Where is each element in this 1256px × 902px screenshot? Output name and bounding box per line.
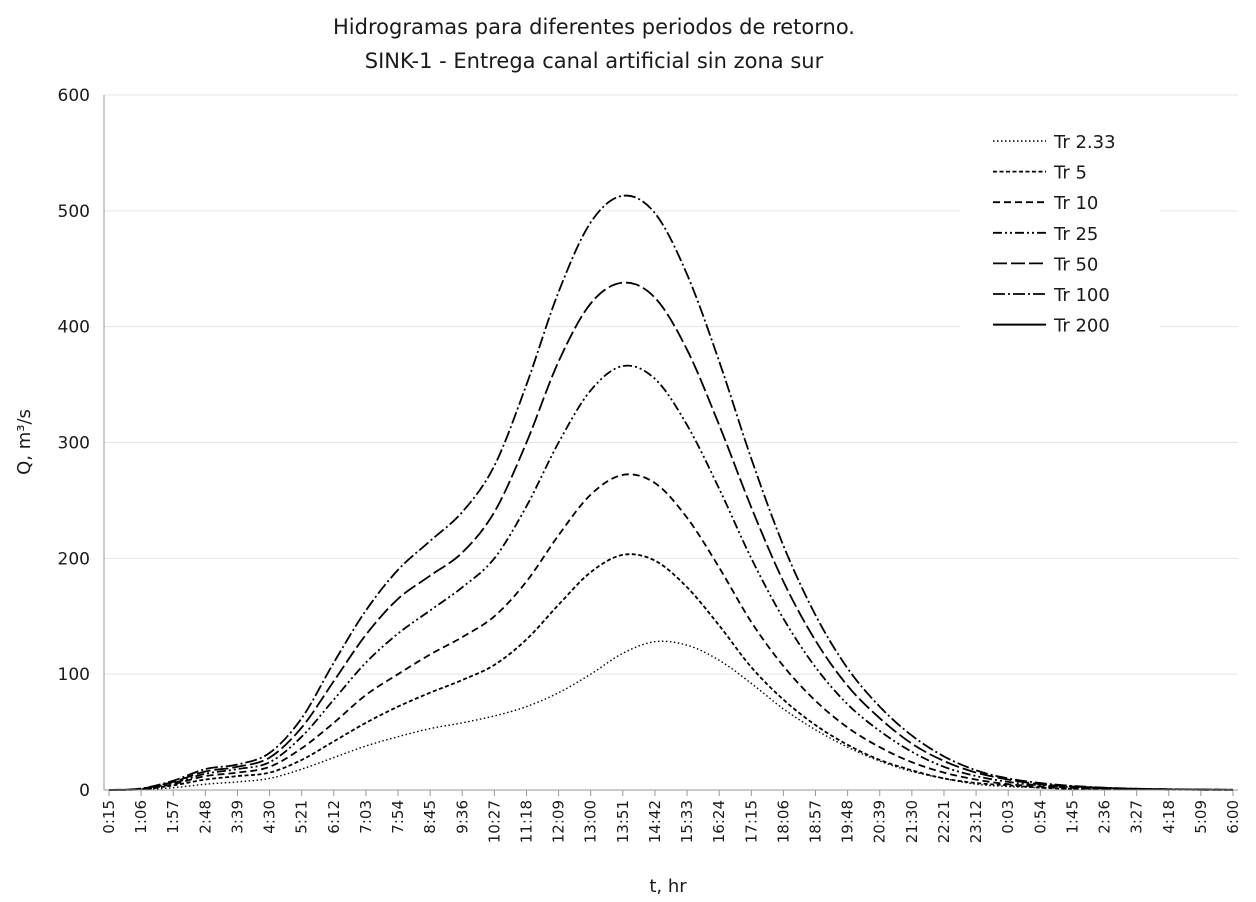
legend-label: Tr 5 bbox=[1053, 163, 1087, 184]
series-line-tr-5 bbox=[108, 553, 1234, 791]
y-tick-label: 200 bbox=[58, 549, 90, 569]
x-tick-label: 6:12 bbox=[325, 800, 343, 834]
gridlines bbox=[104, 94, 1238, 675]
series-line-tr-25 bbox=[108, 364, 1234, 791]
x-tick-label: 16:24 bbox=[710, 800, 728, 843]
y-tick-label: 500 bbox=[58, 202, 90, 222]
x-tick-label: 1:45 bbox=[1063, 800, 1081, 834]
x-tick-label: 0:03 bbox=[999, 800, 1017, 834]
x-tick-label: 0:54 bbox=[1031, 800, 1049, 834]
series-line-tr-2-33 bbox=[108, 640, 1233, 791]
x-tick-label: 21:30 bbox=[903, 800, 921, 843]
x-tick-label: 1:06 bbox=[132, 800, 150, 834]
x-tick-label: 7:03 bbox=[357, 800, 375, 834]
series-lines bbox=[108, 194, 1234, 791]
x-tick-label: 22:21 bbox=[935, 800, 953, 843]
legend-label: Tr 10 bbox=[1053, 193, 1098, 214]
y-tick-label: 400 bbox=[58, 318, 90, 338]
y-tick-label: 0 bbox=[79, 781, 90, 801]
x-tick-label: 20:39 bbox=[871, 800, 889, 843]
y-axis-ticks: 0 100 200 300 400 500 600 bbox=[58, 86, 90, 801]
x-tick-label: 23:12 bbox=[967, 800, 985, 843]
x-tick-label: 9:36 bbox=[453, 800, 471, 834]
x-tick-label: 17:15 bbox=[742, 800, 760, 843]
series-line-tr-100 bbox=[108, 194, 1234, 791]
legend-label: Tr 100 bbox=[1053, 285, 1110, 306]
x-tick-label: 2:36 bbox=[1096, 800, 1114, 834]
chart-subtitle: SINK-1 - Entrega canal artificial sin zo… bbox=[365, 49, 824, 73]
x-tick-label: 18:06 bbox=[774, 800, 792, 843]
x-tick-label: 3:39 bbox=[228, 800, 246, 834]
chart-title: Hidrogramas para diferentes periodos de … bbox=[333, 15, 855, 39]
series-line-tr-50 bbox=[108, 281, 1234, 791]
x-tick-label: 15:33 bbox=[678, 800, 696, 843]
x-tick-label: 14:42 bbox=[646, 800, 664, 843]
legend-label: Tr 25 bbox=[1053, 224, 1098, 245]
x-tick-label: 4:30 bbox=[261, 800, 279, 834]
y-axis-label: Q, m³/s bbox=[14, 409, 35, 475]
x-axis-label: t, hr bbox=[649, 876, 687, 897]
legend-label: Tr 50 bbox=[1053, 254, 1098, 275]
x-tick-label: 5:21 bbox=[293, 800, 311, 834]
x-tick-label: 1:57 bbox=[164, 800, 182, 834]
y-tick-label: 600 bbox=[58, 86, 90, 106]
legend-label: Tr 2.33 bbox=[1053, 132, 1116, 153]
x-tick-label: 11:18 bbox=[517, 800, 535, 843]
x-axis-ticks: 0:15 1:06 1:57 2:48 3:39 4:30 5:21 6:12 7:03 7:54… bbox=[100, 790, 1242, 843]
x-tick-label: 12:09 bbox=[550, 800, 568, 843]
x-tick-label: 5:09 bbox=[1192, 800, 1210, 834]
x-tick-label: 4:18 bbox=[1160, 800, 1178, 834]
legend-label: Tr 200 bbox=[1053, 316, 1110, 337]
x-tick-label: 18:57 bbox=[807, 800, 825, 843]
x-tick-label: 8:45 bbox=[421, 800, 439, 834]
x-tick-label: 7:54 bbox=[389, 800, 407, 834]
legend: Tr 2.33 Tr 5 Tr 10 Tr 25 Tr 50 Tr 100 Tr 200 bbox=[993, 132, 1116, 337]
x-tick-label: 3:27 bbox=[1128, 800, 1146, 834]
y-tick-label: 300 bbox=[58, 434, 90, 454]
x-tick-label: 13:51 bbox=[614, 800, 632, 843]
x-tick-label: 13:00 bbox=[582, 800, 600, 843]
x-tick-label: 19:48 bbox=[839, 800, 857, 843]
y-tick-label: 100 bbox=[58, 665, 90, 685]
x-tick-label: 2:48 bbox=[196, 800, 214, 834]
x-tick-label: 10:27 bbox=[485, 800, 503, 843]
x-tick-label: 6:00 bbox=[1224, 800, 1242, 834]
series-line-tr-10 bbox=[108, 473, 1234, 791]
x-tick-label: 0:15 bbox=[100, 800, 118, 834]
